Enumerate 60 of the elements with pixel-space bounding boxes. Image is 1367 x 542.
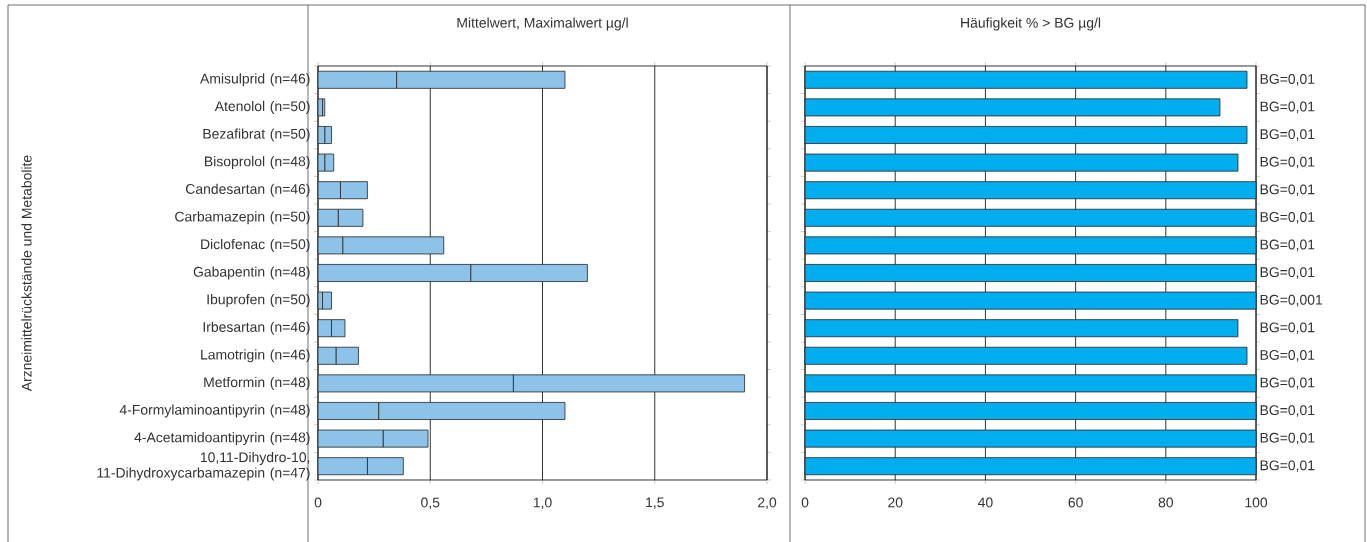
bar <box>804 346 1248 365</box>
bar <box>804 98 1221 117</box>
bar <box>804 374 1257 393</box>
text: BG=0,01 <box>1260 156 1315 169</box>
y-tick-label: Irbesartan (n=46) <box>203 321 310 335</box>
x-tick-label: 100 <box>1245 497 1268 508</box>
x-tick-label: 0,5 <box>421 497 440 510</box>
text: BG=0,01 <box>1260 239 1315 252</box>
x-tick-label: 0 <box>314 497 322 508</box>
bar <box>804 319 1239 338</box>
text: BG=0,01 <box>1260 405 1315 417</box>
text: BG=0,01 <box>1260 74 1315 86</box>
chart-title: Häufigkeit % > BG µg/l <box>961 17 1101 31</box>
y-tick-label: Metformin (n=48) <box>204 376 310 390</box>
bar <box>804 402 1257 420</box>
y-tick-label: Amisulprid (n=46) <box>200 73 310 87</box>
x-tick-label: 2,0 <box>758 497 777 510</box>
text: BG=0,01 <box>1260 212 1315 224</box>
y-tick-label: Lamotrigin (n=46) <box>201 349 310 363</box>
text: BG=0,01 <box>1260 184 1315 196</box>
text: BG=0,01 <box>1260 460 1315 472</box>
bar <box>804 429 1257 448</box>
y-axis-title: Arzneimittelrückstände und Metabolite <box>21 155 32 392</box>
x-tick-label: 20 <box>888 497 903 508</box>
bar <box>804 181 1257 200</box>
x-tick-label: 1,5 <box>646 497 664 509</box>
y-tick-label: 10,11-Dihydro-10, 11-Dihydroxycarbamazepin (n=47) <box>97 451 310 481</box>
bar <box>804 236 1257 255</box>
chart-title: Mittelwert, Maximalwert µg/l <box>457 17 628 31</box>
text: BG=0,01 <box>1260 101 1315 114</box>
text: BG=0,01 <box>1260 129 1315 141</box>
y-tick-label: Diclofenac (n=50) <box>201 238 310 252</box>
text: BG=0,01 <box>1260 350 1315 362</box>
x-tick-label: 60 <box>1068 497 1083 508</box>
y-tick-label: 4-Formylaminoantipyrin (n=48) <box>119 404 310 418</box>
y-tick-label: Gabapentin (n=48) <box>193 266 310 280</box>
y-tick-label: Candesartan (n=46) <box>185 183 310 197</box>
bar <box>804 70 1248 89</box>
y-tick-label: 4-Acetamidoantipyrin (n=48) <box>134 432 310 446</box>
x-tick-label: 0 <box>801 497 809 508</box>
bar <box>804 264 1257 282</box>
y-tick-label: Carbamazepin (n=50) <box>175 211 310 225</box>
bar <box>804 208 1257 227</box>
x-tick-label: 40 <box>977 497 993 508</box>
text: BG=0,01 <box>1260 377 1315 390</box>
text: BG=0,01 <box>1260 267 1315 279</box>
bar <box>804 126 1248 144</box>
bar <box>804 153 1239 172</box>
bar <box>804 291 1257 310</box>
y-tick-label: Atenolol (n=50) <box>214 100 310 114</box>
x-tick-label: 1,0 <box>533 497 552 510</box>
y-tick-label: Bisoprolol (n=48) <box>205 156 310 170</box>
text: BG=0,001 <box>1260 294 1323 307</box>
y-tick-label: Bezafibrat (n=50) <box>203 128 310 142</box>
bar <box>317 98 323 117</box>
y-tick-label: Ibuprofen (n=50) <box>207 294 310 308</box>
bar <box>804 457 1257 476</box>
x-tick-label: 80 <box>1158 497 1174 508</box>
text: BG=0,01 <box>1260 322 1315 334</box>
text: BG=0,01 <box>1260 432 1315 445</box>
